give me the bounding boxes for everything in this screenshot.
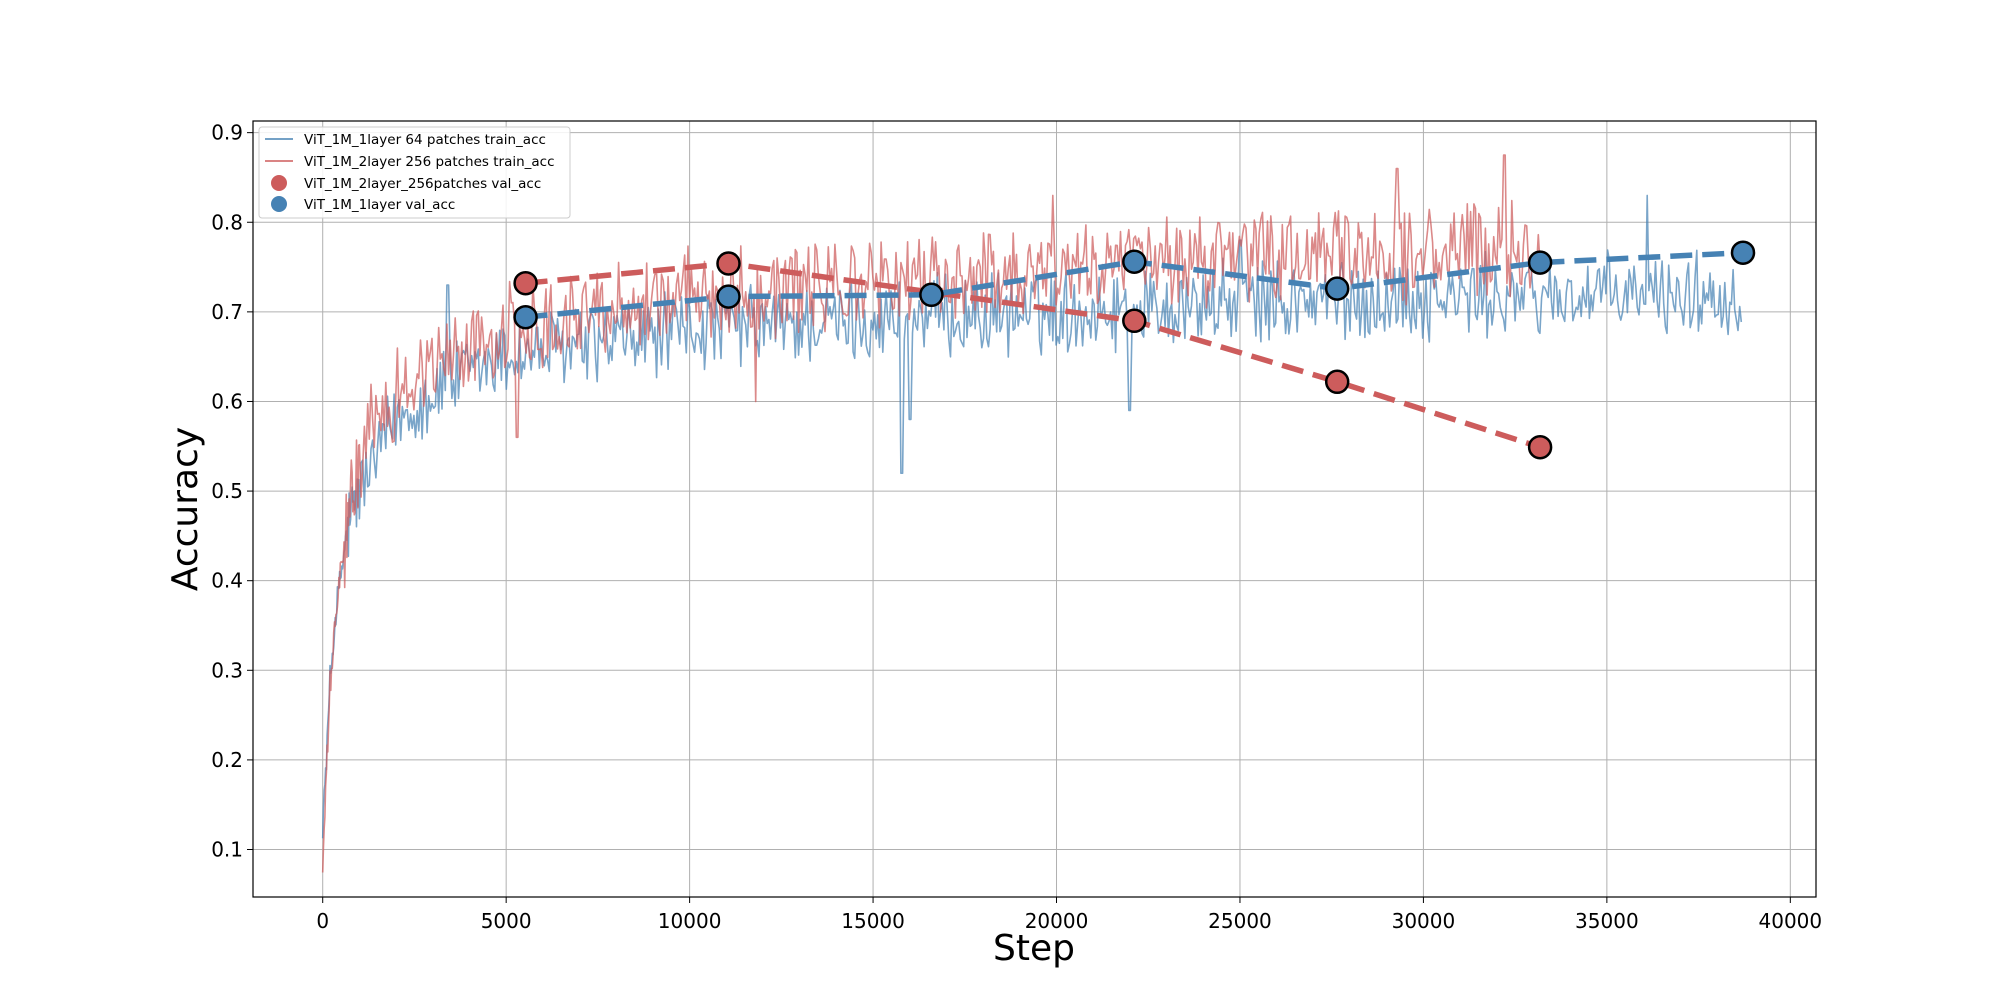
y-tick-label: 0.5 (211, 479, 243, 503)
legend-label: ViT_1M_1layer 64 patches train_acc (304, 132, 546, 148)
x-tick-label: 10000 (658, 909, 722, 933)
x-tick-label: 30000 (1392, 909, 1456, 933)
series-2layer-val-point (716, 251, 741, 276)
plot-area (321, 154, 1756, 873)
x-tick-label: 15000 (841, 909, 905, 933)
legend-box (258, 126, 571, 219)
x-tick-label: 40000 (1759, 909, 1823, 933)
series-2layer-val-point (1324, 369, 1350, 395)
series-1layer-val-point (1324, 276, 1350, 301)
series-1layer-val-point (1730, 240, 1756, 265)
series-1layer-val-point (919, 282, 944, 308)
y-tick-label: 0.6 (211, 389, 243, 413)
series-2layer-val-point (513, 270, 538, 296)
y-tick-label: 0.9 (211, 121, 243, 145)
x-tick-label: 35000 (1575, 909, 1639, 933)
series-1layer-val-point (1527, 250, 1553, 275)
legend-label: ViT_1M_1layer val_acc (304, 197, 455, 213)
y-axis-label: Accuracy (165, 427, 206, 591)
y-tick-label: 0.7 (211, 300, 243, 324)
x-tick-label: 20000 (1025, 909, 1089, 933)
series-1layer-train-line (321, 194, 1743, 839)
y-tick-label: 0.3 (211, 658, 243, 682)
series-1layer-val-point (1122, 249, 1147, 274)
legend-swatch-red-marker (271, 175, 287, 191)
series-2layer-val-point (1527, 434, 1553, 460)
legend-label: ViT_1M_2layer 256 patches train_acc (304, 154, 555, 170)
axis-ticks: 0 5000 10000 15000 20000 25000 30000 35000 40000… (211, 121, 1822, 933)
series-2layer-val-point (1122, 308, 1147, 334)
legend-swatch-blue-marker (271, 196, 287, 212)
y-tick-label: 0.2 (211, 748, 243, 772)
y-tick-label: 0.8 (211, 210, 243, 234)
x-tick-label: 5000 (481, 909, 532, 933)
y-tick-label: 0.4 (211, 569, 243, 593)
series-1layer-val-point (716, 284, 741, 309)
legend: ViT_1M_1layer 64 patches train_acc ViT_1… (258, 126, 571, 219)
plot-frame (252, 120, 1817, 898)
series-1layer-val-point (513, 304, 538, 330)
legend-label: ViT_1M_2layer_256patches val_acc (304, 176, 541, 192)
series-2layer-train-line (321, 154, 1541, 873)
x-tick-label: 25000 (1208, 909, 1272, 933)
x-tick-label: 0 (316, 909, 329, 933)
y-tick-label: 0.1 (211, 838, 243, 862)
x-axis-label: Step (993, 928, 1075, 969)
grid (253, 121, 1816, 897)
